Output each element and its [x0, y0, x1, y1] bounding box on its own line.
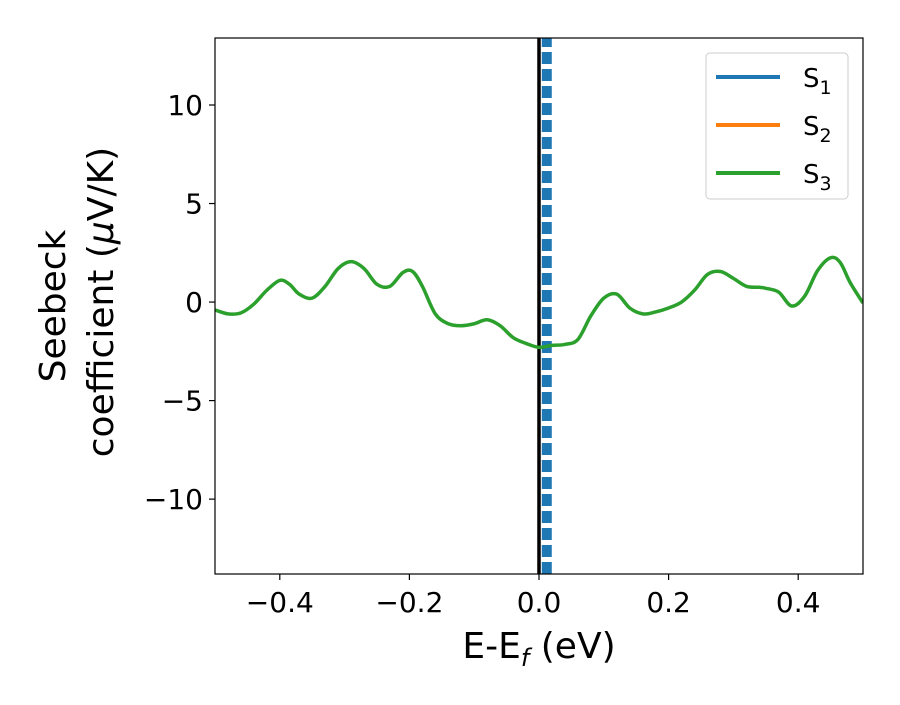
- x-tick-label: 0.2: [646, 586, 691, 619]
- x-tick-label: 0.4: [776, 586, 821, 619]
- y-tick-label: −5: [162, 385, 203, 418]
- x-axis-title-main: E-E: [462, 626, 520, 667]
- y-axis-title-line2: coefficient (μV/K): [81, 147, 122, 457]
- x-tick-label: −0.4: [246, 586, 314, 619]
- y-tick-label: 10: [167, 89, 203, 122]
- y-tick-label: 5: [185, 188, 203, 221]
- y-tick-label: −10: [144, 483, 203, 516]
- legend: S1 S2 S3: [705, 52, 849, 200]
- y-axis-title-mu: μ: [81, 221, 122, 245]
- x-tick-label: 0.0: [517, 586, 562, 619]
- x-tick-label: −0.2: [375, 586, 443, 619]
- y-axis-title-unit: V/K): [81, 147, 122, 221]
- x-axis-title-rest: (eV): [529, 626, 615, 667]
- legend-label-s2: S2: [803, 112, 832, 147]
- y-axis-title-coef: coefficient (: [81, 244, 122, 457]
- series-s3-line: [215, 255, 863, 350]
- y-axis-title-line1: Seebeck: [33, 229, 74, 382]
- legend-label-s1: S1: [803, 64, 832, 99]
- y-tick-label: 0: [185, 286, 203, 319]
- legend-label-s3: S3: [803, 160, 832, 195]
- x-axis-title: E-Ef (eV): [462, 626, 615, 672]
